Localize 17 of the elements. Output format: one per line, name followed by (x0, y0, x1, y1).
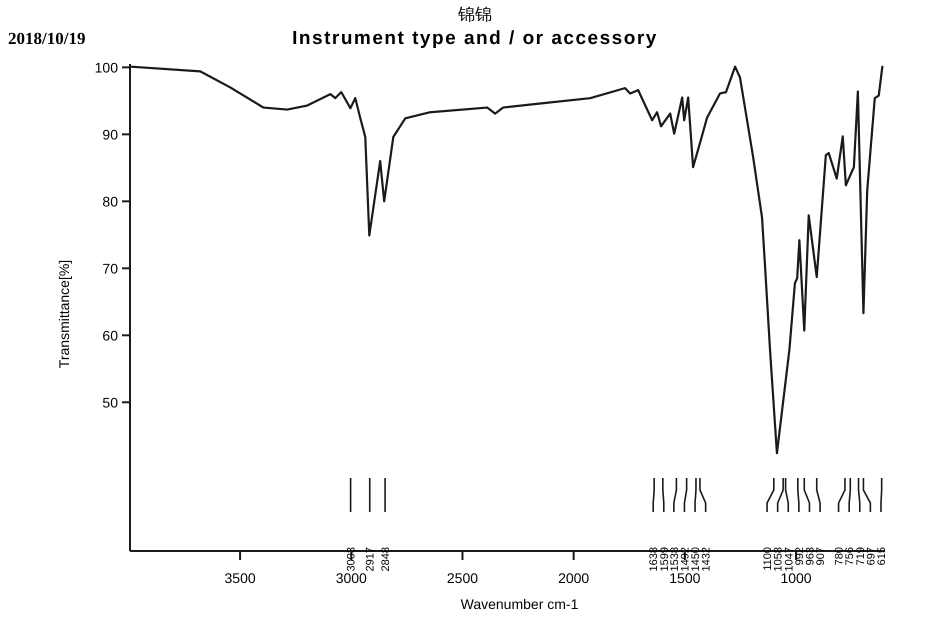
y-tick-label: 50 (102, 394, 118, 410)
y-tick-label: 90 (102, 126, 118, 142)
chart-subtitle: Instrument type and / or accessory (292, 28, 658, 49)
x-axis-title: Wavenumber cm-1 (460, 596, 579, 612)
x-tick-label: 3000 (336, 570, 368, 586)
x-tick-label: 1000 (780, 570, 812, 586)
y-axis-title: Transmittance[%] (56, 260, 72, 368)
text: 2018/10/19 (8, 29, 86, 48)
x-tick-label: 3500 (224, 570, 256, 586)
chart-title: 锦锦 (457, 5, 492, 24)
x-tick-label: 2500 (446, 570, 478, 586)
x-tick-label: 1500 (669, 570, 701, 586)
y-tick-label: 60 (102, 327, 118, 344)
y-tick-label: 100 (94, 59, 118, 76)
y-tick-label: 80 (102, 193, 118, 210)
x-tick-label: 2000 (558, 570, 590, 586)
y-tick-label: 70 (102, 260, 118, 276)
